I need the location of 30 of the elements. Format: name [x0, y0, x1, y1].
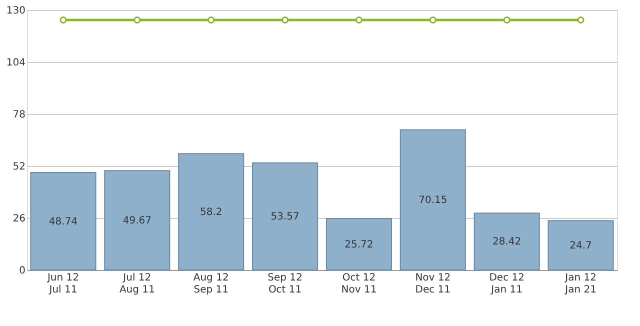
bar — [104, 170, 170, 270]
y-tick-label: 52 — [12, 162, 26, 172]
data-label: 58.2 — [200, 206, 222, 218]
y-tick-label: 78 — [12, 110, 26, 120]
x-tick-label: Jan 12 Jan 21 — [564, 272, 596, 296]
data-label: 28.42 — [492, 236, 522, 248]
x-tick-label: Sep 12 Oct 11 — [268, 272, 302, 296]
data-label: 24.7 — [570, 240, 592, 252]
data-label: 25.72 — [344, 239, 374, 250]
data-label: 48.74 — [48, 216, 78, 228]
x-tick-label: Jun 12 Jul 11 — [46, 272, 79, 296]
bar — [400, 129, 466, 270]
x-tick-label: Jul 12 Aug 11 — [119, 272, 155, 296]
bar — [252, 162, 318, 270]
x-tick-label: Oct 12 Nov 11 — [341, 272, 377, 296]
bar — [30, 172, 96, 270]
y-tick-label: 0 — [19, 266, 26, 276]
y-tick-label: 104 — [6, 58, 26, 68]
y-tick-label: 130 — [6, 6, 26, 16]
x-tick-label: Nov 12 Dec 11 — [415, 272, 451, 296]
bar — [548, 220, 614, 270]
x-tick-label: Dec 12 Jan 11 — [489, 272, 524, 296]
data-label: 49.67 — [122, 215, 152, 226]
bar — [474, 212, 540, 270]
y-tick-label: 26 — [12, 214, 26, 224]
bar — [326, 218, 392, 270]
data-label: 70.15 — [418, 194, 448, 206]
data-label: 53.57 — [270, 211, 300, 222]
x-tick-label: Aug 12 Sep 11 — [193, 272, 229, 296]
bar — [178, 153, 244, 270]
